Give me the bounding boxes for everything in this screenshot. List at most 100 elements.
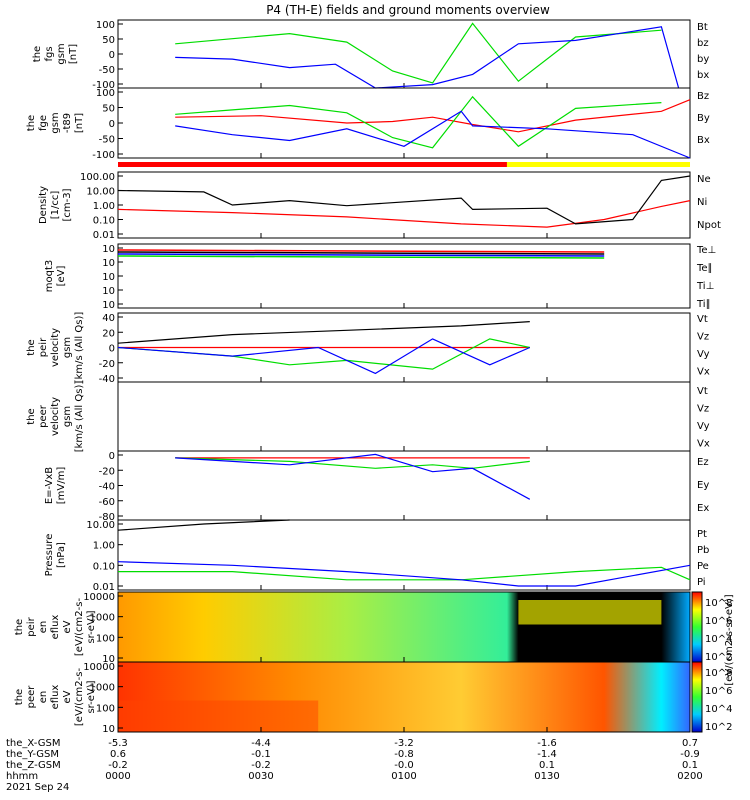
- series-line-Ne: [117, 200, 691, 228]
- spectrogram-feature: [118, 700, 319, 732]
- colorbar-0: [691, 591, 703, 663]
- y-axis-label: eV: [62, 690, 73, 703]
- y-axis-label: sr-eV)]: [86, 610, 97, 643]
- colorbar-label: 10^6: [705, 686, 732, 697]
- y-tick-label: 10: [102, 724, 115, 735]
- x-axis-value: 0.6: [110, 749, 126, 760]
- y-axis-label: eflux: [50, 615, 61, 640]
- y-tick-label: 10000: [83, 592, 115, 603]
- legend-Ti∥: Ti∥: [696, 299, 711, 310]
- legend-Vy: Vy: [697, 349, 710, 360]
- y-axis-label: en: [38, 621, 49, 634]
- legend-Vx: Vx: [697, 367, 710, 378]
- y-axis-label: peir: [26, 616, 37, 636]
- y-tick-label: 10.00: [86, 520, 115, 531]
- y-tick-label: 0.01: [93, 582, 115, 593]
- panel-fgs: 100 50 0 -50 -100 the fgs gsm [nT] Bt bz by bx: [32, 19, 709, 91]
- series-line-Vt: [117, 321, 530, 344]
- x-axis-row-label: the_Y-GSM: [6, 749, 59, 760]
- x-axis-value: -4.4: [251, 738, 271, 749]
- panel-efield: 0 -20 -40 -60 -80 E=-VxB [mV/m] Ez Ey Ex: [44, 450, 709, 523]
- status-bar-yellow: [506, 162, 690, 167]
- y-axis-label: [eV/(cm2-s-: [74, 598, 85, 657]
- legend-Vz: Vz: [697, 332, 709, 343]
- y-tick-label: 0.01: [93, 230, 115, 241]
- series-line-by: [175, 22, 662, 84]
- spectrogram-feature: [518, 600, 662, 625]
- x-axis-value: 0.1: [682, 760, 698, 771]
- y-tick-label: 40: [102, 313, 115, 324]
- y-axis-label: the: [26, 339, 37, 355]
- y-tick-label: 10000: [83, 662, 115, 673]
- y-tick-label: 10: [102, 244, 115, 255]
- y-axis-label: eflux: [50, 685, 61, 710]
- panel-moms: 10 10 10 10 10 moqt3 [eV] Te⊥ Te∥ Ti⊥ Ti∥: [44, 243, 716, 311]
- y-tick-label: -100: [92, 150, 115, 161]
- series-line-Pt: [117, 519, 290, 531]
- panel-frame: [117, 450, 691, 521]
- y-tick-label: 20: [102, 328, 115, 339]
- y-axis-label: E=-VxB: [44, 467, 55, 504]
- y-axis-label: en: [38, 691, 49, 704]
- series-line-Ti∥: [117, 255, 605, 259]
- y-tick-label: 100: [96, 20, 115, 31]
- series-line-Te⊥: [117, 249, 605, 253]
- x-axis-value: -5.3: [108, 738, 128, 749]
- y-tick-label: 1000: [90, 613, 115, 624]
- x-axis-value: -0.1: [251, 749, 271, 760]
- legend-Pi: Pi: [697, 577, 706, 588]
- series-line-Pe: [118, 566, 691, 581]
- series-line-Te∥: [117, 251, 605, 255]
- x-axis-value: 0000: [105, 771, 130, 782]
- legend-Bx: Bx: [697, 135, 710, 146]
- y-axis-label: [km/s (All Qs)]: [74, 312, 85, 384]
- legend-Vt: Vt: [697, 314, 708, 325]
- y-tick-label: 10.00: [86, 187, 115, 198]
- legend-Pb: Pb: [697, 545, 709, 556]
- plot-title: P4 (TH-E) fields and ground moments over…: [266, 3, 550, 17]
- legend-Npot: Npot: [697, 220, 721, 231]
- y-tick-label: 0: [109, 50, 115, 61]
- y-tick-label: 100.00: [80, 172, 115, 183]
- y-tick-label: -20: [99, 466, 115, 477]
- y-axis-label: gsm: [62, 406, 73, 427]
- x-axis-value: -3.2: [394, 738, 414, 749]
- y-axis-label: fgs: [44, 46, 55, 61]
- status-bar-red: [118, 162, 507, 167]
- y-tick-label: -50: [99, 135, 115, 146]
- legend-Pt: Pt: [697, 529, 707, 540]
- y-axis-label: the: [26, 115, 37, 131]
- y-axis-label: Pressure: [44, 534, 55, 577]
- colorbar-label: 10^8: [705, 598, 732, 609]
- panel-density: 100.00 10.00 1.00 0.10 0.01 Density [1/cc] [cm-…: [38, 171, 721, 241]
- y-tick-label: 0.10: [93, 561, 115, 572]
- y-axis-label: moqt3: [44, 260, 55, 293]
- y-axis-label: the: [14, 619, 25, 635]
- series-line-Bx: [175, 110, 691, 159]
- legend-Ex: Ex: [697, 503, 709, 514]
- y-axis-label: [nT]: [74, 113, 85, 133]
- legend-Vz: Vz: [697, 404, 709, 415]
- y-tick-label: 10: [102, 654, 115, 665]
- legend-Pe: Pe: [697, 561, 709, 572]
- y-tick-label: -40: [99, 482, 115, 493]
- legend-Te⊥: Te⊥: [696, 245, 716, 256]
- x-axis-value: 0030: [248, 771, 273, 782]
- series-line-Ex: [175, 453, 531, 500]
- legend-by: by: [697, 54, 709, 65]
- y-axis-label: peir: [38, 337, 49, 357]
- x-axis-value: 0100: [391, 771, 416, 782]
- y-tick-label: -100: [92, 80, 115, 91]
- x-axis-value: 0.1: [539, 760, 555, 771]
- series-line-Ni: [117, 175, 691, 225]
- y-tick-label: 10: [102, 258, 115, 269]
- colorbar-label: 10^4: [705, 704, 732, 715]
- series-line-Pi: [117, 561, 691, 587]
- x-axis-value: -1.4: [537, 749, 557, 760]
- series-line-Ey: [175, 457, 530, 469]
- y-tick-label: 100: [96, 703, 115, 714]
- x-axis-value: -0.0: [394, 760, 414, 771]
- y-axis-label: velocity: [50, 328, 61, 367]
